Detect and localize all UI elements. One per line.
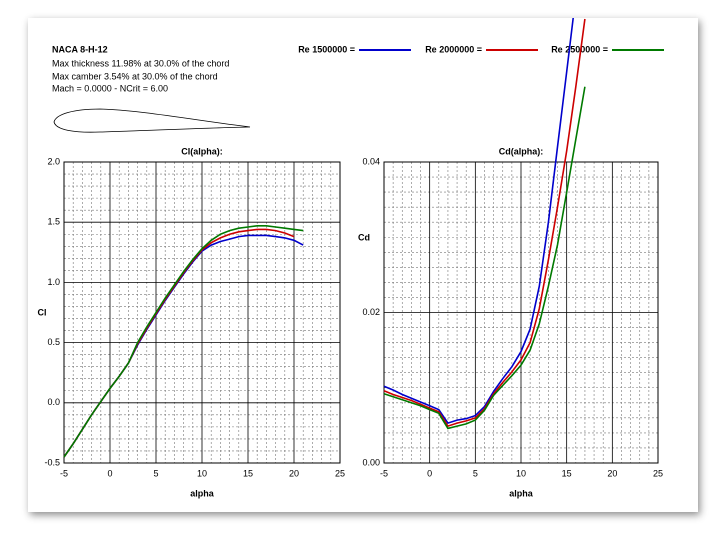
x-tick-label: -5: [60, 468, 68, 478]
y-axis-label: Cd: [358, 232, 370, 242]
airfoil-name: NACA 8-H-12: [52, 44, 108, 54]
chart-title: Cd(alpha):: [499, 146, 544, 156]
airfoil-info: Max camber 3.54% at 30.0% of the chord: [52, 71, 218, 81]
y-tick-label: 0.04: [362, 156, 380, 166]
series-line: [383, 86, 586, 430]
x-tick-label: 20: [289, 468, 299, 478]
x-tick-label: 0: [427, 468, 432, 478]
x-tick-label: 25: [335, 468, 345, 478]
y-tick-label: 0.00: [362, 457, 380, 467]
plot-lines: [63, 225, 304, 458]
x-axis-label: alpha: [190, 488, 215, 498]
legend-label: Re 2500000 =: [551, 44, 608, 54]
card: [28, 18, 698, 512]
x-tick-label: 5: [153, 468, 158, 478]
x-tick-label: 20: [607, 468, 617, 478]
y-tick-label: 1.0: [47, 277, 60, 287]
legend-label: Re 1500000 =: [298, 44, 355, 54]
x-tick-label: 15: [562, 468, 572, 478]
airfoil-info: Max thickness 11.98% at 30.0% of the cho…: [52, 58, 229, 68]
x-tick-label: 25: [653, 468, 663, 478]
legend-label: Re 2000000 =: [425, 44, 482, 54]
airfoil-info: Mach = 0.0000 - NCrit = 6.00: [52, 83, 168, 93]
plot-frame: [383, 161, 659, 464]
x-tick-label: -5: [380, 468, 388, 478]
y-tick-label: 0.5: [47, 337, 60, 347]
y-tick-label: 1.5: [47, 217, 60, 227]
y-axis-label: Cl: [38, 307, 47, 317]
airfoil-shape: [53, 108, 251, 133]
x-tick-label: 5: [473, 468, 478, 478]
y-tick-label: 2.0: [47, 156, 60, 166]
x-tick-label: 10: [197, 468, 207, 478]
series-line: [383, 18, 574, 425]
series-line: [63, 225, 304, 458]
x-tick-label: 0: [107, 468, 112, 478]
x-tick-label: 10: [516, 468, 526, 478]
chart-title: Cl(alpha):: [181, 146, 223, 156]
x-tick-label: 15: [243, 468, 253, 478]
y-tick-label: 0.02: [362, 307, 380, 317]
x-axis-label: alpha: [509, 488, 534, 498]
plot-lines: [383, 18, 586, 430]
y-tick-label: 0.0: [47, 397, 60, 407]
plot-frame: [63, 161, 341, 464]
y-tick-label: -0.5: [44, 457, 60, 467]
